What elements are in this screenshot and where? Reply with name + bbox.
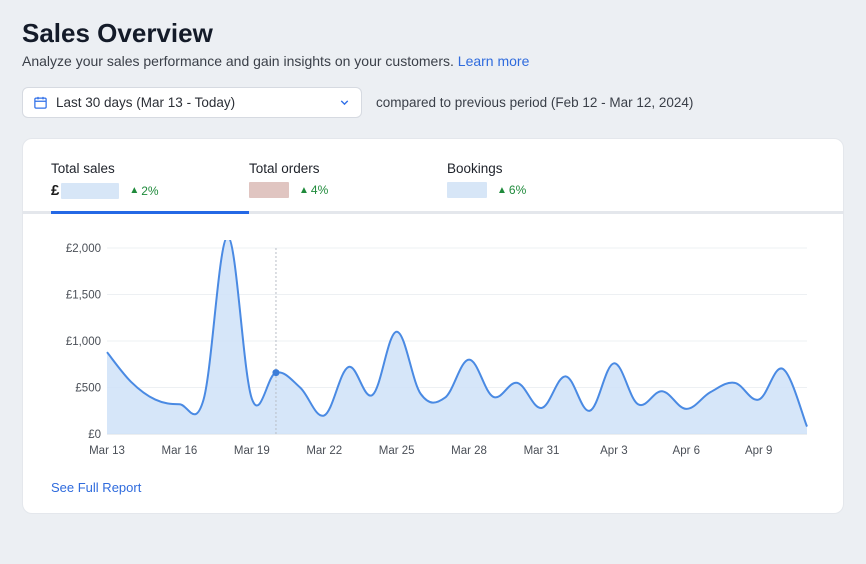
metric-tab-bookings[interactable]: Bookings ▲ 6% [447, 161, 645, 211]
arrow-up-icon: ▲ [129, 185, 139, 196]
metric-label: Total orders [249, 161, 447, 176]
page-subtitle: Analyze your sales performance and gain … [22, 53, 844, 69]
svg-text:Mar 19: Mar 19 [234, 445, 270, 457]
svg-text:Mar 13: Mar 13 [89, 445, 125, 457]
metric-tab-total_sales[interactable]: Total sales £ ▲ 2% [51, 161, 249, 211]
metric-delta: ▲ 2% [129, 184, 158, 198]
svg-text:Apr 9: Apr 9 [745, 445, 773, 457]
svg-text:£2,000: £2,000 [66, 243, 101, 255]
metric-value [249, 182, 289, 198]
metric-delta: ▲ 6% [497, 183, 526, 197]
svg-text:Mar 31: Mar 31 [524, 445, 560, 457]
learn-more-link[interactable]: Learn more [458, 53, 530, 69]
svg-text:Mar 25: Mar 25 [379, 445, 415, 457]
active-tab-bar [51, 211, 249, 214]
date-range-dropdown[interactable]: Last 30 days (Mar 13 - Today) [22, 87, 362, 118]
svg-text:£1,500: £1,500 [66, 290, 101, 302]
page-title: Sales Overview [22, 18, 844, 49]
metric-tab-total_orders[interactable]: Total orders ▲ 4% [249, 161, 447, 211]
see-full-report-link[interactable]: See Full Report [51, 480, 141, 495]
metric-delta: ▲ 4% [299, 183, 328, 197]
date-range-label: Last 30 days (Mar 13 - Today) [56, 95, 235, 110]
metrics-tabs: Total sales £ ▲ 2% Total orders ▲ 4% Bookings… [51, 161, 815, 211]
metric-label: Bookings [447, 161, 645, 176]
metric-value [447, 182, 487, 198]
metric-label: Total sales [51, 161, 249, 176]
sales-card: Total sales £ ▲ 2% Total orders ▲ 4% Bookings… [22, 138, 844, 514]
subtitle-text: Analyze your sales performance and gain … [22, 53, 458, 69]
tab-underline [23, 211, 843, 214]
svg-text:Mar 16: Mar 16 [162, 445, 198, 457]
svg-text:Mar 28: Mar 28 [451, 445, 487, 457]
svg-text:Mar 22: Mar 22 [306, 445, 342, 457]
svg-text:£1,000: £1,000 [66, 336, 101, 348]
chevron-down-icon [338, 96, 351, 109]
arrow-up-icon: ▲ [299, 185, 309, 196]
controls-row: Last 30 days (Mar 13 - Today) compared t… [22, 87, 844, 118]
svg-text:Apr 6: Apr 6 [673, 445, 701, 457]
svg-text:£0: £0 [88, 429, 101, 441]
compare-period-text: compared to previous period (Feb 12 - Ma… [376, 95, 693, 110]
metric-value: £ [51, 182, 119, 199]
calendar-icon [33, 95, 48, 110]
svg-text:Apr 3: Apr 3 [600, 445, 628, 457]
arrow-up-icon: ▲ [497, 185, 507, 196]
svg-text:£500: £500 [75, 383, 101, 395]
sales-chart: £0 £500 £1,000 £1,500 £2,000 Mar 13 Mar 16 Mar … [51, 240, 815, 460]
